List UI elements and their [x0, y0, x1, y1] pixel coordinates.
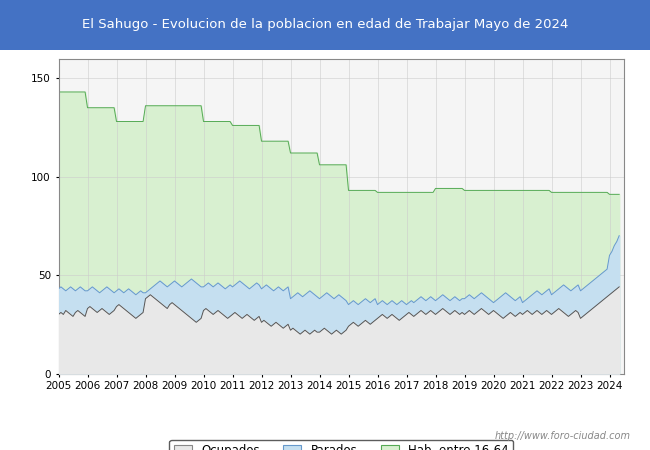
Legend: Ocupados, Parados, Hab. entre 16-64: Ocupados, Parados, Hab. entre 16-64 [169, 440, 514, 450]
Text: http://www.foro-ciudad.com: http://www.foro-ciudad.com [495, 431, 630, 441]
Text: El Sahugo - Evolucion de la poblacion en edad de Trabajar Mayo de 2024: El Sahugo - Evolucion de la poblacion en… [82, 18, 568, 31]
